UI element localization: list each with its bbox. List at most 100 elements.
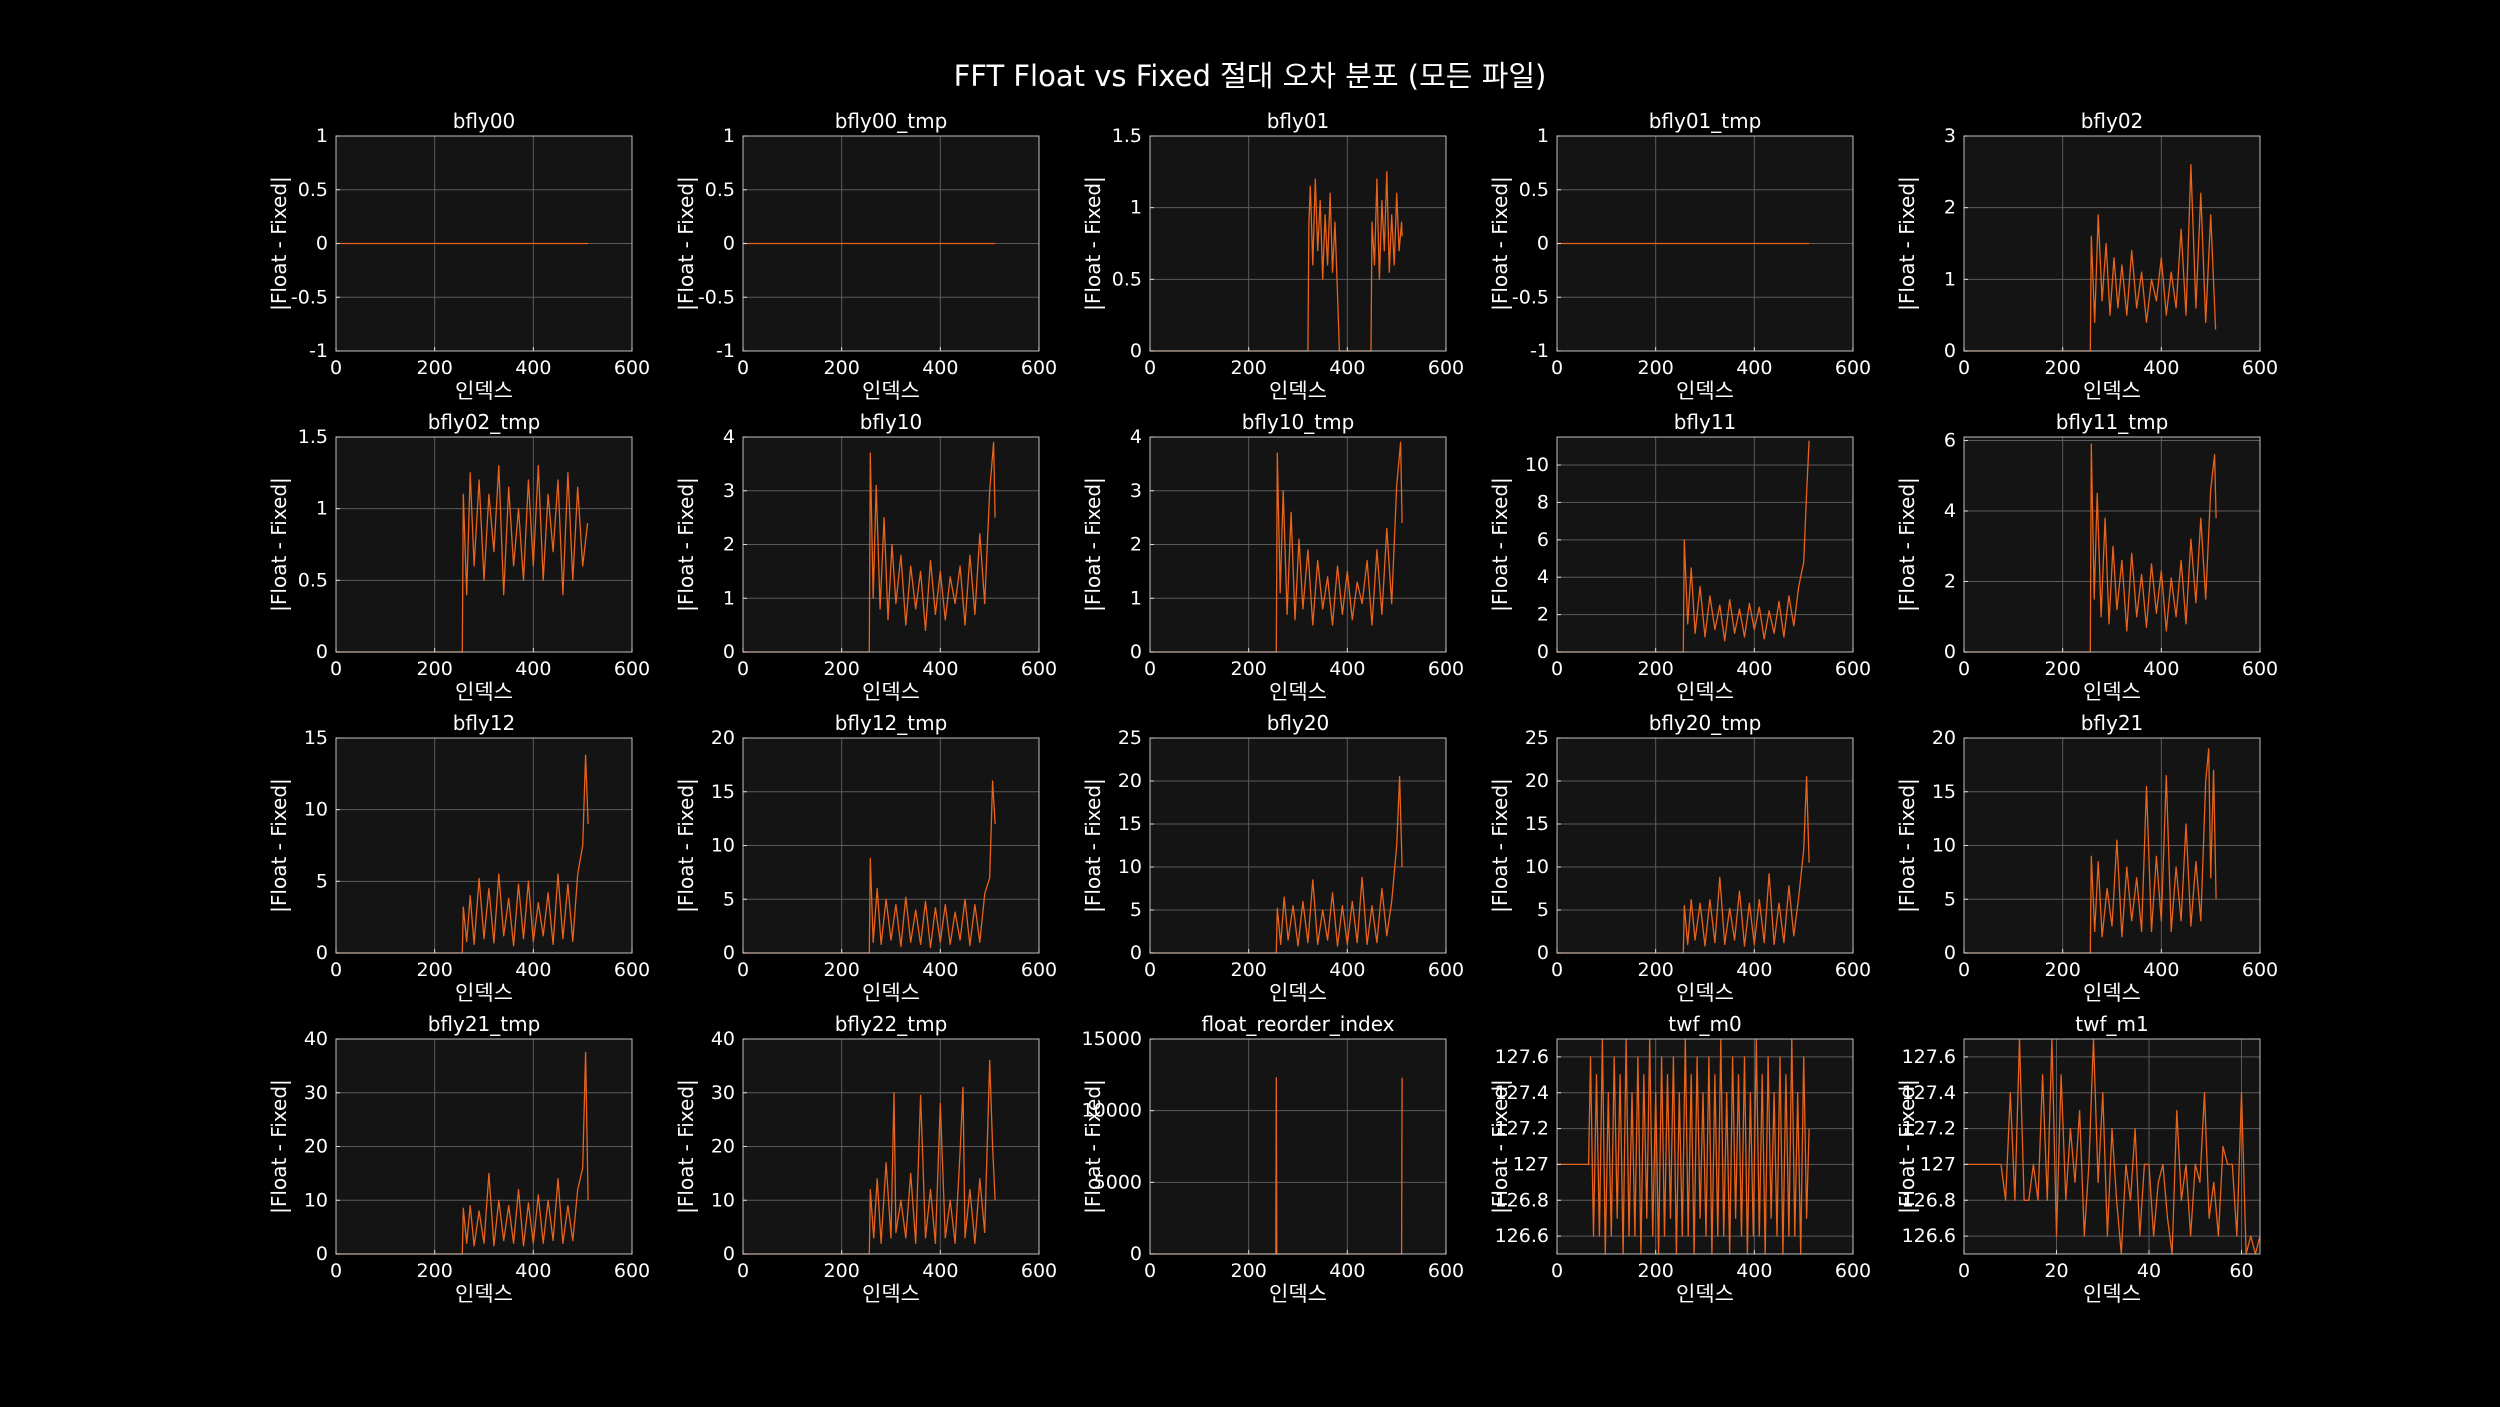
y-tick-label: 6 [1944, 430, 1956, 452]
data-series-line [1964, 164, 2217, 352]
x-tick-label: 0 [737, 1260, 749, 1282]
x-tick-label: 0 [737, 357, 749, 379]
x-tick-label: 400 [2143, 658, 2179, 680]
x-tick-label: 0 [1551, 658, 1563, 680]
x-tick-label: 600 [1428, 357, 1464, 379]
y-tick-label: 1.5 [1112, 125, 1142, 147]
x-tick-label: 600 [614, 658, 650, 680]
figure-title: FFT Float vs Fixed 절대 오차 분포 (모든 파일) [954, 59, 1547, 93]
y-tick-label: 0 [316, 641, 328, 663]
subplot-title: bfly12_tmp [835, 711, 948, 735]
y-tick-label: 1 [723, 125, 735, 147]
x-axis-label: 인덱스 [455, 1282, 513, 1306]
x-tick-label: 0 [330, 658, 342, 680]
x-tick-label: 600 [1428, 959, 1464, 981]
subplot-bfly10: 0 200 400 600 0 1 2 3 4 bfly10 인덱스 |Float - Fixed| [674, 410, 1057, 704]
x-tick-label: 400 [922, 959, 958, 981]
y-tick-label: 40 [711, 1028, 735, 1050]
y-tick-label: 0 [1130, 1243, 1142, 1265]
x-tick-label: 600 [614, 959, 650, 981]
subplot-bfly12: 0 200 400 600 0 5 10 15 bfly12 인덱스 |Float - Fixed| [267, 711, 650, 1005]
x-axis-label: 인덱스 [455, 680, 513, 704]
axes-background [336, 738, 632, 953]
subplot-bfly00-tmp: 0 200 400 600 -1 -0.5 0 0.5 1 bfly00_tmp 인덱스 |Float… [674, 109, 1057, 403]
y-tick-label: 0 [316, 942, 328, 964]
data-series-line [1150, 776, 1403, 954]
x-axis-label: 인덱스 [1676, 1282, 1734, 1306]
y-axis-label: |Float - Fixed| [267, 1079, 291, 1214]
y-tick-label: 1 [1944, 268, 1956, 290]
subplot-title: bfly11 [1674, 410, 1737, 434]
subplot-bfly01: 0 200 400 600 0 0.5 1 1.5 bfly01 인덱스 |Float - Fixe… [1081, 109, 1464, 403]
x-axis-label: 인덱스 [862, 680, 920, 704]
subplot-twf-m0: 0 200 400 600 126.6 126.8 127 127.2 127.4 127.6 tw… [1488, 1012, 1871, 1306]
subplot-title: bfly10 [860, 410, 923, 434]
x-axis-label: 인덱스 [2083, 981, 2141, 1005]
x-tick-label: 400 [1329, 1260, 1365, 1282]
y-tick-label: 0.5 [298, 179, 328, 201]
x-axis-label: 인덱스 [1269, 680, 1327, 704]
subplot-title: bfly00 [453, 109, 516, 133]
y-tick-label: 10 [1932, 835, 1956, 857]
x-axis-label: 인덱스 [862, 981, 920, 1005]
y-axis-label: |Float - Fixed| [1895, 778, 1919, 913]
x-tick-label: 40 [2137, 1260, 2161, 1282]
subplot-bfly21-tmp: 0 200 400 600 0 10 20 30 40 bfly21_tmp 인덱스 |Float -… [267, 1012, 650, 1306]
x-axis-label: 인덱스 [1676, 981, 1734, 1005]
x-tick-label: 200 [1638, 1260, 1674, 1282]
x-tick-label: 200 [824, 357, 860, 379]
y-tick-label: 0.5 [298, 569, 328, 591]
x-tick-label: 400 [515, 658, 551, 680]
subplot-float-reorder-index: 0 200 400 600 0 5000 10000 15000 float_reorder_i… [1081, 1012, 1464, 1306]
y-tick-label: 20 [1118, 770, 1142, 792]
axes-frame [1556, 436, 1854, 653]
data-series-line [1964, 748, 2217, 954]
axes-background [1964, 1039, 2260, 1254]
x-tick-label: 60 [2229, 1260, 2253, 1282]
subplot-bfly10-tmp: 0 200 400 600 0 1 2 3 4 bfly10_tmp 인덱스 |Float - Fix… [1081, 410, 1464, 704]
x-axis-label: 인덱스 [2083, 680, 2141, 704]
y-tick-label: 4 [1537, 566, 1549, 588]
axes-frame [1556, 737, 1854, 954]
x-tick-label: 600 [2242, 658, 2278, 680]
x-tick-label: 0 [1551, 357, 1563, 379]
subplot-title: bfly22_tmp [835, 1012, 948, 1036]
x-axis-label: 인덱스 [1676, 379, 1734, 403]
x-tick-label: 400 [1736, 959, 1772, 981]
y-tick-label: -0.5 [291, 286, 328, 308]
data-series-line [336, 754, 589, 954]
subplot-bfly00: 0 200 400 600 -1 -0.5 0 0.5 1 bfly00 인덱스 |Float - F… [267, 109, 650, 403]
y-tick-label: 8 [1537, 491, 1549, 513]
y-tick-label: 15 [1118, 813, 1142, 835]
x-tick-label: 0 [1958, 1260, 1970, 1282]
x-tick-label: 400 [922, 1260, 958, 1282]
data-series-line [743, 780, 996, 954]
x-tick-label: 600 [1021, 357, 1057, 379]
y-tick-label: -0.5 [1512, 286, 1549, 308]
axes-frame [1963, 436, 2261, 653]
data-series-line [336, 1051, 589, 1255]
x-tick-label: 0 [737, 658, 749, 680]
data-series-line [1150, 441, 1403, 653]
y-axis-label: |Float - Fixed| [674, 176, 698, 311]
y-tick-label: 1 [316, 498, 328, 520]
x-axis-label: 인덱스 [1269, 379, 1327, 403]
y-axis-label: |Float - Fixed| [1488, 477, 1512, 612]
x-tick-label: 400 [515, 357, 551, 379]
subplot-bfly12-tmp: 0 200 400 600 0 5 10 15 20 bfly12_tmp 인덱스 |Float - … [674, 711, 1057, 1005]
y-tick-label: 10 [711, 1189, 735, 1211]
y-tick-label: 6 [1537, 529, 1549, 551]
y-tick-label: 1 [1537, 125, 1549, 147]
x-tick-label: 0 [1144, 357, 1156, 379]
y-tick-label: 0 [316, 1243, 328, 1265]
y-tick-label: 0 [1944, 942, 1956, 964]
x-tick-label: 600 [1428, 1260, 1464, 1282]
x-tick-label: 200 [1638, 357, 1674, 379]
y-tick-label: 126.6 [1495, 1225, 1549, 1247]
x-tick-label: 200 [824, 1260, 860, 1282]
y-tick-label: 4 [723, 426, 735, 448]
y-tick-label: 126.6 [1902, 1225, 1956, 1247]
subplot-title: bfly01_tmp [1649, 109, 1762, 133]
y-tick-label: 0 [1944, 641, 1956, 663]
subplot-title: bfly02_tmp [428, 410, 541, 434]
